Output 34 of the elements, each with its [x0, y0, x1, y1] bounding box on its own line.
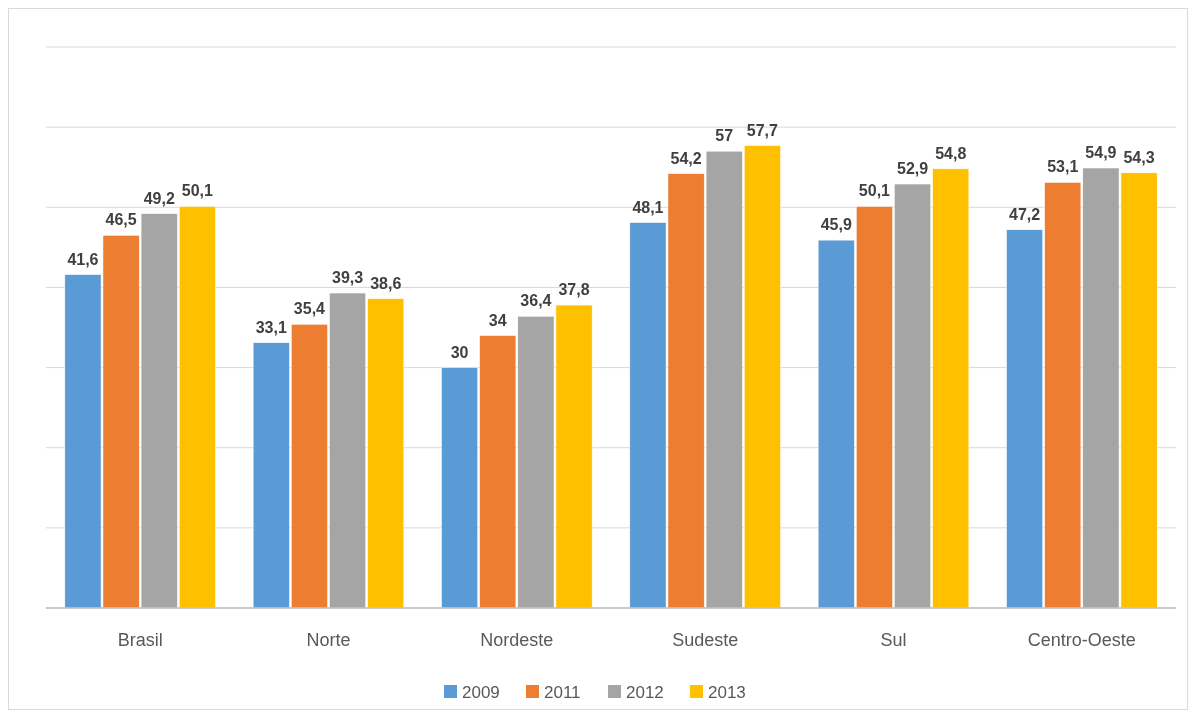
data-label: 48,1: [632, 198, 664, 216]
data-label: 54,8: [935, 144, 967, 162]
data-label: 47,2: [1009, 205, 1041, 223]
data-label: 46,5: [105, 211, 137, 229]
data-label: 52,9: [897, 160, 929, 178]
x-tick-label: Centro-Oeste: [1027, 630, 1136, 650]
x-tick-label: Nordeste: [480, 630, 554, 650]
data-label: 34: [488, 311, 507, 329]
data-label: 54,9: [1085, 144, 1117, 162]
data-label: 54,2: [670, 149, 702, 167]
x-tick-label: Brasil: [117, 630, 163, 650]
data-label: 38,6: [370, 274, 402, 292]
legend-label: 2011: [544, 682, 581, 702]
x-tick-label: Norte: [306, 630, 351, 650]
data-label: 30: [450, 343, 469, 361]
data-label: 35,4: [293, 300, 326, 318]
data-label: 45,9: [820, 216, 852, 234]
data-label: 39,3: [332, 269, 364, 287]
data-label: 57: [715, 127, 734, 145]
legend-label: 2009: [462, 682, 500, 702]
data-label: 53,1: [1047, 158, 1079, 176]
data-label: 41,6: [67, 250, 99, 268]
data-label: 33,1: [255, 318, 287, 336]
legend-label: 2012: [626, 682, 664, 702]
legend-label: 2013: [708, 682, 746, 702]
data-label: 50,1: [181, 182, 214, 200]
data-label: 49,2: [143, 189, 175, 207]
x-tick-label: Sul: [880, 630, 907, 650]
data-label: 57,7: [746, 121, 779, 139]
data-label: 54,3: [1123, 148, 1155, 166]
data-label: 36,4: [520, 292, 552, 310]
x-tick-label: Sudeste: [672, 630, 739, 650]
data-label: 37,8: [558, 281, 590, 299]
data-label: 50,1: [858, 182, 891, 200]
